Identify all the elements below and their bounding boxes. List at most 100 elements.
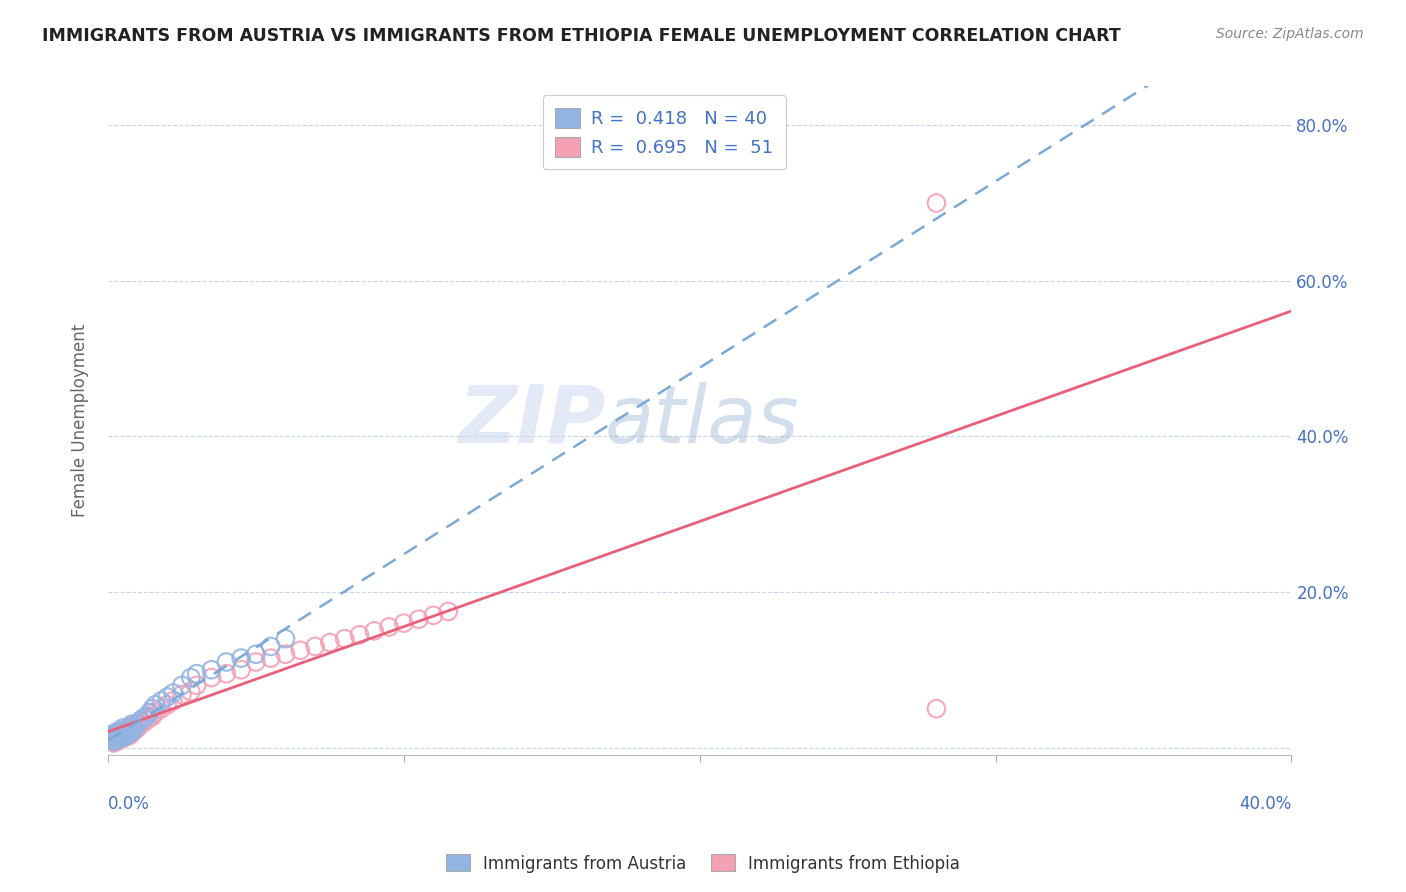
Point (103, 726, 125, 740)
Point (290, 643, 312, 657)
Point (108, 728, 131, 742)
Point (304, 640, 326, 654)
Point (170, 678, 193, 692)
Text: 0.0%: 0.0% (108, 796, 150, 814)
Point (143, 698, 166, 712)
Legend: Immigrants from Austria, Immigrants from Ethiopia: Immigrants from Austria, Immigrants from… (440, 847, 966, 880)
Point (121, 726, 143, 740)
Point (118, 721, 141, 735)
Point (319, 635, 342, 649)
Point (127, 721, 149, 735)
Point (105, 730, 128, 744)
Point (108, 731, 131, 746)
Point (114, 723, 136, 738)
Point (135, 709, 157, 723)
Point (111, 731, 134, 746)
Point (111, 726, 134, 740)
Point (138, 706, 160, 720)
Point (925, 701, 948, 715)
Point (162, 686, 184, 700)
Point (260, 640, 283, 654)
Point (180, 671, 202, 685)
Point (121, 717, 143, 731)
Point (114, 730, 136, 744)
Point (422, 608, 444, 623)
Point (162, 694, 184, 708)
Point (378, 620, 401, 634)
Point (363, 624, 385, 638)
Point (141, 701, 163, 715)
Point (156, 698, 179, 712)
Point (100, 729, 122, 743)
Point (132, 711, 155, 725)
Point (186, 678, 208, 692)
Point (100, 734, 122, 748)
Point (132, 715, 155, 730)
Text: IMMIGRANTS FROM AUSTRIA VS IMMIGRANTS FROM ETHIOPIA FEMALE UNEMPLOYMENT CORRELAT: IMMIGRANTS FROM AUSTRIA VS IMMIGRANTS FR… (42, 27, 1121, 45)
Point (103, 736, 125, 750)
Point (186, 666, 208, 681)
Point (118, 721, 141, 735)
Point (111, 726, 134, 740)
Point (215, 666, 238, 681)
Point (118, 726, 141, 740)
Point (245, 655, 267, 669)
Point (114, 725, 136, 739)
Point (103, 729, 125, 743)
Point (138, 711, 160, 725)
Point (215, 655, 238, 669)
Point (100, 731, 122, 746)
Point (108, 728, 131, 742)
Point (111, 721, 134, 735)
Y-axis label: Female Unemployment: Female Unemployment (72, 324, 89, 517)
Point (150, 694, 173, 708)
Point (105, 725, 128, 739)
Point (103, 731, 125, 746)
Point (124, 723, 146, 738)
Point (437, 604, 460, 618)
Point (108, 732, 131, 747)
Point (274, 632, 297, 646)
Point (129, 714, 152, 728)
Point (245, 647, 267, 661)
Point (103, 732, 125, 747)
Point (105, 726, 128, 740)
Point (108, 723, 131, 738)
Point (114, 729, 136, 743)
Point (129, 717, 152, 731)
Text: atlas: atlas (605, 382, 800, 460)
Point (231, 651, 253, 665)
Point (170, 688, 193, 702)
Point (349, 628, 371, 642)
Point (408, 612, 430, 626)
Point (105, 731, 128, 746)
Point (260, 651, 283, 665)
Point (100, 732, 122, 747)
Point (141, 709, 163, 723)
Point (118, 729, 141, 743)
Text: 40.0%: 40.0% (1239, 796, 1292, 814)
Point (103, 734, 125, 748)
Point (333, 632, 356, 646)
Point (143, 706, 166, 720)
Point (105, 734, 128, 748)
Legend: R =  0.418   N = 40, R =  0.695   N =  51: R = 0.418 N = 40, R = 0.695 N = 51 (543, 95, 786, 169)
Point (150, 701, 173, 715)
Point (111, 731, 134, 745)
Point (200, 671, 222, 685)
Point (135, 714, 157, 728)
Point (156, 690, 179, 704)
Point (105, 732, 128, 747)
Point (127, 717, 149, 731)
Point (925, 196, 948, 211)
Point (121, 719, 143, 733)
Point (231, 663, 253, 677)
Point (274, 647, 297, 661)
Point (200, 663, 222, 677)
Point (392, 616, 415, 631)
Text: ZIP: ZIP (458, 382, 605, 460)
Text: Source: ZipAtlas.com: Source: ZipAtlas.com (1216, 27, 1364, 41)
Point (180, 684, 202, 698)
Point (121, 725, 143, 739)
Point (124, 721, 146, 735)
